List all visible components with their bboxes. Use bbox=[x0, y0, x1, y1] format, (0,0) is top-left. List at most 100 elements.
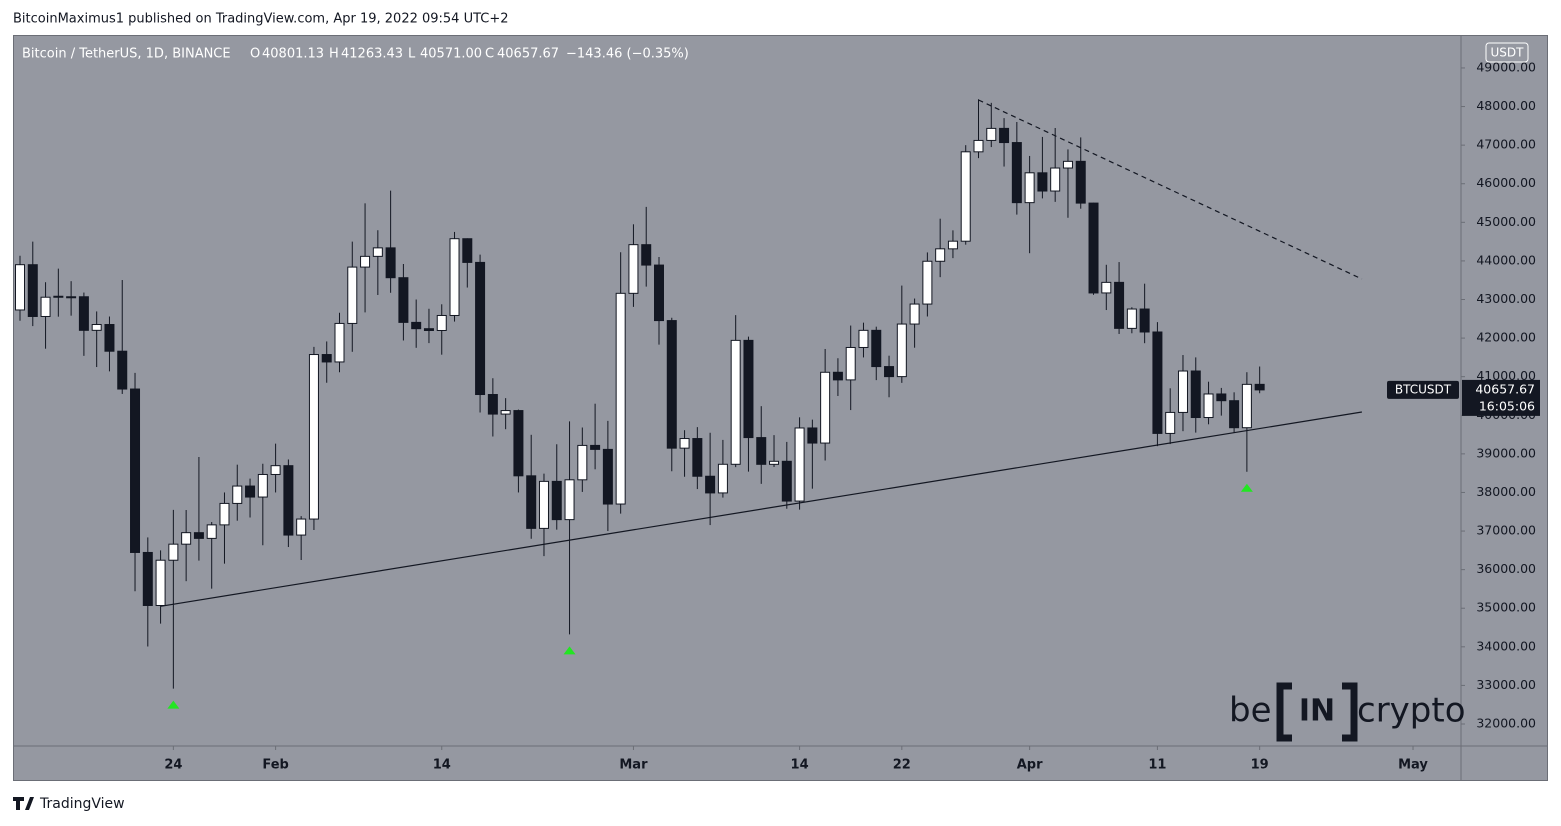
candle-body bbox=[1139, 308, 1150, 333]
signal-marker bbox=[563, 646, 576, 655]
trendline bbox=[160, 411, 1362, 607]
candle-body bbox=[692, 438, 703, 477]
footer: TradingView bbox=[39, 796, 125, 812]
candle-body bbox=[130, 388, 141, 553]
candle-body bbox=[871, 329, 882, 368]
currency-box bbox=[1485, 42, 1529, 63]
candle-body bbox=[436, 314, 447, 331]
watermark-in: IN bbox=[1299, 694, 1335, 729]
candle-body bbox=[1241, 383, 1252, 429]
candle-body bbox=[1088, 202, 1099, 294]
ohlc-value: 40657.67 bbox=[497, 47, 559, 62]
y-tick-label: 38000.00 bbox=[1476, 484, 1536, 499]
candle-body bbox=[219, 502, 230, 526]
ohlc-value: 40801.13 bbox=[262, 47, 324, 62]
y-tick-label: 46000.00 bbox=[1476, 175, 1536, 190]
y-tick-label: 42000.00 bbox=[1476, 330, 1536, 345]
y-tick-label: 41000.00 bbox=[1476, 368, 1536, 383]
candle-body bbox=[845, 346, 856, 381]
candle-body bbox=[398, 277, 409, 323]
candle-body bbox=[832, 371, 843, 381]
candle-body bbox=[526, 475, 537, 529]
candle-body bbox=[181, 532, 192, 545]
y-tick-label: 34000.00 bbox=[1476, 638, 1536, 653]
y-tick-label: 48000.00 bbox=[1476, 98, 1536, 113]
candle-body bbox=[960, 151, 971, 242]
candle-body bbox=[1126, 308, 1137, 329]
watermark-be: be bbox=[1229, 691, 1272, 731]
candle-body bbox=[1062, 160, 1073, 169]
x-tick-label: Apr bbox=[1017, 758, 1043, 773]
candle-body bbox=[1075, 160, 1086, 204]
watermark-crypto: crypto bbox=[1357, 691, 1466, 731]
candle-body bbox=[781, 460, 792, 502]
x-tick-label: 24 bbox=[164, 758, 182, 773]
candle-body bbox=[283, 465, 294, 536]
candle-body bbox=[1165, 411, 1176, 434]
candle-body bbox=[500, 410, 511, 415]
y-tick-label: 32000.00 bbox=[1476, 716, 1536, 731]
candle-body bbox=[385, 247, 396, 279]
x-tick-label: 14 bbox=[791, 758, 809, 773]
candle-body bbox=[628, 244, 639, 294]
x-tick-label: May bbox=[1398, 758, 1428, 773]
x-tick-label: 14 bbox=[433, 758, 451, 773]
y-tick-label: 37000.00 bbox=[1476, 523, 1536, 538]
candle-body bbox=[896, 323, 907, 378]
signal-marker bbox=[167, 700, 180, 709]
candle-body bbox=[909, 303, 920, 325]
candle-body bbox=[705, 475, 716, 494]
candle-body bbox=[321, 354, 332, 363]
candle-body bbox=[372, 247, 383, 257]
candle-body bbox=[1216, 393, 1227, 402]
candle-body bbox=[53, 295, 64, 298]
candle-body bbox=[1152, 331, 1163, 434]
watermark: be IN crypto bbox=[1229, 682, 1466, 742]
ohlc-value: 40571.00 bbox=[420, 47, 482, 62]
y-tick-label: 33000.00 bbox=[1476, 677, 1536, 692]
candle-body bbox=[334, 322, 345, 363]
candle-body bbox=[206, 524, 217, 539]
candle-body bbox=[602, 448, 613, 505]
candle-body bbox=[449, 238, 460, 316]
candle-body bbox=[679, 438, 690, 449]
last-price: 40657.67 bbox=[1475, 381, 1535, 396]
candle-body bbox=[986, 127, 997, 141]
candle-body bbox=[193, 532, 204, 539]
candle-body bbox=[1024, 172, 1035, 204]
candle-body bbox=[820, 371, 831, 444]
candle-body bbox=[15, 264, 25, 311]
candle-body bbox=[475, 261, 486, 396]
candle-body bbox=[66, 296, 77, 299]
candle-body bbox=[104, 324, 115, 352]
ohlc-key: C bbox=[485, 47, 494, 62]
candle-body bbox=[743, 339, 754, 439]
candle-body bbox=[1229, 400, 1240, 429]
y-tick-label: 45000.00 bbox=[1476, 214, 1536, 229]
candle-body bbox=[922, 260, 933, 305]
ohlc-key: H bbox=[329, 47, 339, 62]
trendline bbox=[978, 99, 1363, 280]
candle-body bbox=[947, 240, 958, 250]
candle-body bbox=[756, 437, 767, 465]
candle-body bbox=[1254, 383, 1265, 391]
x-tick-label: Mar bbox=[619, 758, 648, 773]
candle-body bbox=[40, 296, 51, 317]
candle-body bbox=[973, 139, 984, 153]
y-tick-label: 43000.00 bbox=[1476, 291, 1536, 306]
candle-body bbox=[1203, 393, 1214, 419]
candle-body bbox=[717, 463, 728, 494]
x-tick-label: 19 bbox=[1251, 758, 1269, 773]
publisher: BitcoinMaximus1 published on TradingView… bbox=[13, 12, 509, 27]
x-tick-label: Feb bbox=[262, 758, 288, 773]
candle-body bbox=[1037, 172, 1048, 192]
ohlc-key: O bbox=[250, 47, 260, 62]
candle-body bbox=[487, 394, 498, 415]
signal-marker bbox=[1240, 483, 1253, 492]
candle-body bbox=[769, 460, 780, 465]
y-tick-label: 35000.00 bbox=[1476, 600, 1536, 615]
y-tick-label: 47000.00 bbox=[1476, 137, 1536, 152]
plot: 32000.00 33000.00 34000.00 35000.00 36000.00… bbox=[15, 59, 1540, 773]
candle-body bbox=[577, 444, 588, 481]
candle-body bbox=[641, 244, 652, 266]
